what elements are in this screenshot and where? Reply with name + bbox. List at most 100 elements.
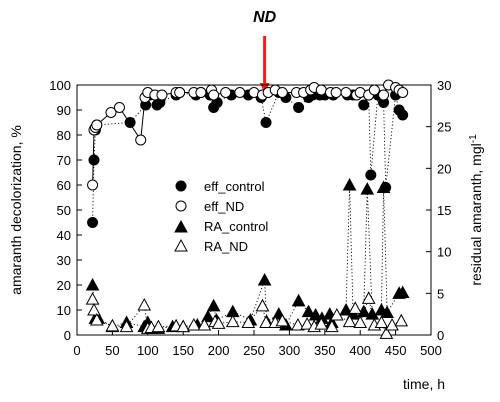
legend-marker-ra-control xyxy=(174,219,188,233)
point-ra-nd xyxy=(385,317,399,331)
x-tick-label: 100 xyxy=(137,343,159,358)
x-tick-label: 500 xyxy=(420,343,442,358)
point-ra-nd xyxy=(85,292,100,305)
point-eff-nd xyxy=(315,84,327,96)
point-ra-nd xyxy=(379,326,394,339)
x-tick-label: 150 xyxy=(172,343,194,358)
point-ra-nd xyxy=(255,298,270,312)
point-ra-control xyxy=(308,307,323,321)
point-ra-nd xyxy=(87,302,101,316)
y-right-title-main: residual amaranth, mgl xyxy=(468,143,484,285)
point-eff-nd xyxy=(113,102,125,113)
point-eff-nd xyxy=(368,84,380,96)
point-ra-nd xyxy=(325,319,339,333)
annotation-label: ND xyxy=(253,9,277,26)
y-right-axis-title: residual amaranth, mgl-1 xyxy=(468,134,484,286)
point-ra-nd xyxy=(353,315,368,328)
legend-label-ra-nd: RA_ND xyxy=(204,239,248,254)
y-right-tick-label: 20 xyxy=(437,161,451,176)
point-eff-nd xyxy=(276,87,288,98)
point-ra-control xyxy=(342,177,357,191)
x-tick-label: 200 xyxy=(208,343,230,358)
point-ra-control xyxy=(291,293,306,307)
y-left-tick-label: 100 xyxy=(49,78,71,93)
y-left-tick-label: 60 xyxy=(57,178,71,193)
series-line-eff-control xyxy=(92,91,404,223)
x-tick-label: 300 xyxy=(279,343,301,358)
point-ra-nd xyxy=(151,319,166,333)
y-right-tick-label: 5 xyxy=(437,286,444,301)
point-ra-nd xyxy=(342,314,357,328)
x-tick-label: 350 xyxy=(314,343,336,358)
point-ra-control xyxy=(339,302,353,316)
point-ra-nd xyxy=(300,317,314,330)
point-ra-nd xyxy=(176,319,191,333)
y-right-tick-label: 30 xyxy=(437,78,451,93)
legend: eff_control eff_ND RA_control RA_ND xyxy=(174,179,268,254)
y-right-title-superscript: -1 xyxy=(468,134,479,143)
point-ra-nd xyxy=(314,317,329,330)
point-ra-nd xyxy=(241,315,256,328)
legend-label-ra-control: RA_control xyxy=(204,219,268,234)
point-eff-nd xyxy=(156,89,168,101)
legend-label-eff-control: eff_control xyxy=(204,179,265,194)
point-ra-control xyxy=(395,285,410,298)
y-left-tick-label: 30 xyxy=(57,253,71,268)
point-eff-control xyxy=(88,154,100,166)
point-ra-nd xyxy=(186,317,201,331)
x-tick-label: 250 xyxy=(243,343,265,358)
point-ra-control xyxy=(85,277,100,291)
point-eff-nd xyxy=(208,89,220,101)
point-ra-nd xyxy=(291,317,305,331)
y-right-tick-label: 25 xyxy=(437,120,451,135)
y-left-axis-title: amaranth decolorization, % xyxy=(8,125,24,295)
point-eff-nd xyxy=(397,87,409,98)
point-ra-nd xyxy=(259,315,273,328)
point-eff-nd xyxy=(340,87,352,98)
x-tick-label: 400 xyxy=(349,343,371,358)
y-left-tick-label: 90 xyxy=(57,103,71,118)
point-ra-nd xyxy=(348,301,363,314)
point-ra-control xyxy=(365,307,380,320)
point-ra-nd xyxy=(119,319,134,333)
y-left-tick-label: 40 xyxy=(57,228,71,243)
y-right-tick-label: 15 xyxy=(437,203,451,218)
y-left-tick-label: 20 xyxy=(57,278,71,293)
point-eff-nd xyxy=(105,107,117,118)
point-ra-nd xyxy=(329,307,344,321)
y-left-tick-label: 50 xyxy=(57,203,71,218)
point-eff-control xyxy=(87,217,99,228)
point-eff-nd xyxy=(174,87,186,98)
point-ra-nd xyxy=(361,291,376,304)
point-eff-control xyxy=(358,99,370,111)
x-tick-label: 50 xyxy=(105,343,119,358)
point-eff-control xyxy=(124,117,136,128)
point-ra-nd xyxy=(197,317,212,331)
point-ra-nd xyxy=(211,316,226,329)
point-eff-control xyxy=(397,109,409,121)
legend-label-eff-nd: eff_ND xyxy=(204,199,244,214)
point-eff-control xyxy=(365,169,377,181)
y-left-tick-label: 70 xyxy=(57,153,71,168)
point-ra-nd xyxy=(394,313,409,327)
series-points xyxy=(85,79,410,339)
point-eff-nd xyxy=(378,89,390,101)
y-left-tick-label: 0 xyxy=(64,328,71,343)
point-eff-control xyxy=(260,117,272,128)
point-ra-control xyxy=(360,182,375,195)
point-ra-nd xyxy=(275,313,290,327)
y-left-tick-label: 80 xyxy=(57,128,71,143)
x-axis-title: time, h xyxy=(403,376,445,392)
legend-marker-ra-nd xyxy=(174,238,188,252)
point-ra-control xyxy=(301,304,316,318)
point-eff-nd xyxy=(220,87,232,98)
point-eff-nd xyxy=(87,179,99,191)
axis-ticks: 0 50 100 150 200 250 300 350 400 450 5000102030405… xyxy=(49,78,451,358)
point-ra-control xyxy=(201,309,215,323)
point-ra-nd xyxy=(374,315,389,328)
x-tick-label: 450 xyxy=(385,343,407,358)
point-eff-control xyxy=(293,102,305,113)
point-ra-nd xyxy=(225,314,240,328)
y-right-tick-label: 0 xyxy=(437,328,444,343)
